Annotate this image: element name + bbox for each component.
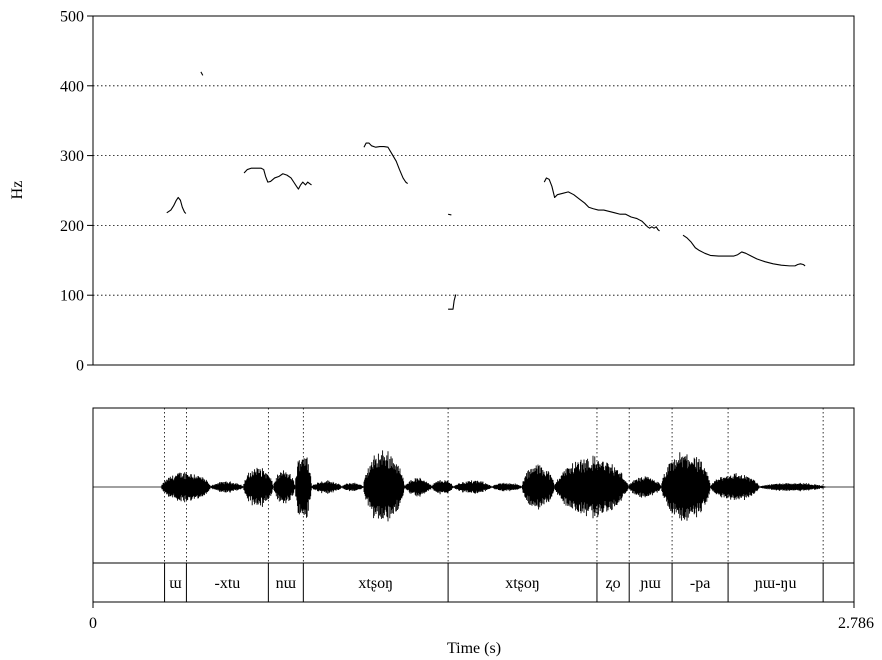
waveform-panel: ɯ -xtu nɯ xtʂoŋ xtʂoŋ ʐo ɲɯ -pa ɲɯ-ŋu — [92, 407, 855, 603]
pitch-frame — [92, 15, 855, 366]
pitch-panel: 0 100 200 300 400 500 Hz — [9, 9, 855, 375]
pitch-y-ticks: 0 100 200 300 400 500 — [60, 9, 93, 375]
pitch-curve-8 — [682, 234, 806, 267]
pitch-curve-2 — [200, 71, 204, 76]
y-tick-label-0: 0 — [76, 358, 84, 375]
y-tick-label-500: 500 — [60, 9, 84, 26]
segment-labels: ɯ -xtu nɯ xtʂoŋ xtʂoŋ ʐo ɲɯ -pa ɲɯ-ŋu — [169, 575, 796, 592]
waveform — [160, 450, 826, 522]
segment-label-3: nɯ — [276, 575, 297, 592]
waveform-burst-17 — [709, 473, 760, 500]
x-axis-label: Time (s) — [447, 640, 501, 657]
pitch-y-axis-label: Hz — [9, 181, 26, 200]
y-tick-label-300: 300 — [60, 148, 84, 165]
waveform-burst-8 — [362, 450, 405, 522]
pitch-curve-3 — [243, 167, 312, 190]
y-tick-label-100: 100 — [60, 288, 84, 305]
segment-label-1: ɯ — [169, 575, 182, 592]
pitch-curve-4 — [363, 142, 408, 184]
pitch-curve-1 — [166, 196, 187, 214]
segment-label-6: ʐo — [606, 575, 621, 592]
waveform-burst-16 — [660, 452, 711, 521]
segment-label-5: xtʂoŋ — [505, 575, 540, 592]
segment-boundaries — [164, 408, 824, 602]
pitch-grid — [93, 85, 854, 296]
pitch-curve-5 — [447, 213, 452, 216]
segment-label-4: xtʂoŋ — [358, 575, 393, 592]
pitch-curve-7 — [543, 177, 660, 232]
x-tick-label-start: 0 — [89, 615, 97, 632]
pitch-curves — [166, 71, 806, 310]
x-tick-label-end: 2.786 — [838, 615, 874, 632]
waveform-frame — [92, 407, 855, 603]
pitch-curve-6 — [448, 294, 457, 310]
segment-label-9: ɲɯ-ŋu — [754, 575, 797, 592]
segment-label-2: -xtu — [214, 575, 240, 592]
segment-label-8: -pa — [690, 575, 710, 592]
y-tick-label-200: 200 — [60, 218, 84, 235]
y-tick-label-400: 400 — [60, 78, 84, 95]
time-axis: 0 2.786 Time (s) — [89, 602, 874, 657]
segment-label-7: ɲɯ — [639, 575, 661, 592]
